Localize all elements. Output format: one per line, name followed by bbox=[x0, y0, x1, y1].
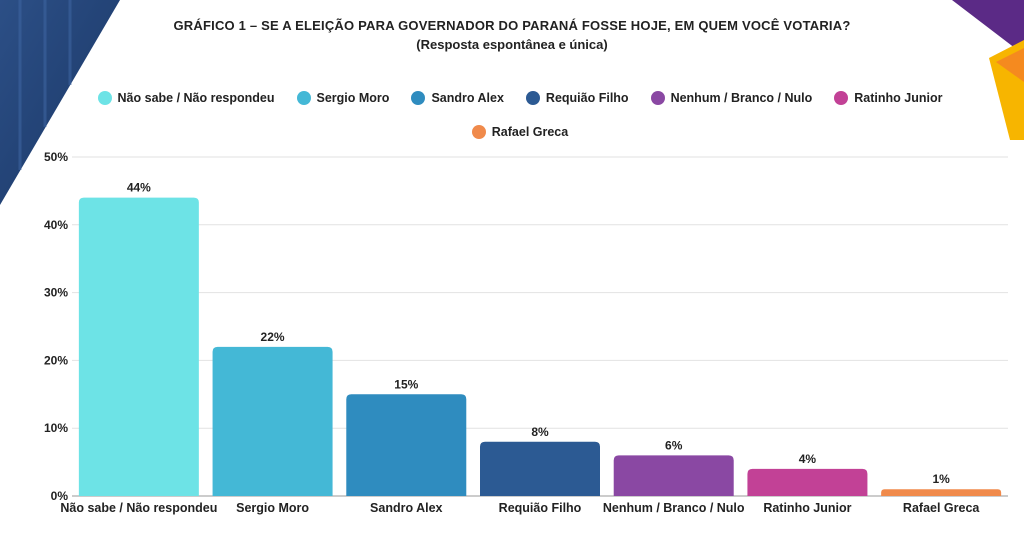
bar bbox=[78, 197, 199, 496]
legend-label: Nenhum / Branco / Nulo bbox=[670, 91, 813, 105]
y-tick-label: 30% bbox=[44, 286, 68, 300]
legend-swatch bbox=[296, 91, 311, 105]
legend-item[interactable]: Sandro Alex bbox=[411, 88, 504, 108]
bar-value-label: 6% bbox=[665, 438, 683, 452]
legend-item[interactable]: Sergio Moro bbox=[296, 88, 390, 108]
legend-label: Sandro Alex bbox=[431, 91, 504, 105]
legend-item[interactable]: Não sabe / Não respondeu bbox=[97, 88, 275, 108]
chart-legend: Não sabe / Não respondeu Sergio Moro Sandr… bbox=[60, 88, 980, 142]
bar-value-label: 8% bbox=[531, 425, 549, 439]
legend-item[interactable]: Ratinho Junior bbox=[834, 88, 942, 108]
x-category-label: Nenhum / Branco / Nulo bbox=[603, 501, 745, 515]
bar-value-label: 1% bbox=[932, 472, 950, 486]
legend-swatch bbox=[97, 91, 112, 105]
y-tick-label: 10% bbox=[44, 421, 68, 435]
bar bbox=[747, 468, 868, 496]
y-tick-label: 0% bbox=[51, 489, 69, 503]
bar-value-label: 44% bbox=[127, 181, 151, 195]
legend-label: Requião Filho bbox=[545, 91, 629, 105]
legend-item[interactable]: Requião Filho bbox=[525, 88, 629, 108]
x-category-label: Sergio Moro bbox=[236, 501, 309, 515]
x-category-label: Não sabe / Não respondeu bbox=[60, 501, 217, 515]
bar-value-label: 15% bbox=[394, 377, 418, 391]
bar-value-label: 4% bbox=[799, 452, 817, 466]
x-category-label: Ratinho Junior bbox=[763, 501, 851, 515]
x-category-label: Sandro Alex bbox=[370, 501, 443, 515]
bar bbox=[480, 441, 600, 496]
bar bbox=[212, 346, 333, 496]
y-tick-label: 40% bbox=[44, 218, 68, 232]
bar bbox=[881, 489, 1002, 496]
legend-swatch bbox=[411, 91, 426, 105]
chart-subtitle: (Resposta espontânea e única) bbox=[416, 37, 608, 52]
bar bbox=[346, 394, 467, 496]
y-tick-label: 20% bbox=[44, 353, 68, 367]
bar bbox=[613, 455, 734, 496]
legend-label: Rafael Greca bbox=[491, 125, 569, 139]
legend-swatch bbox=[650, 91, 665, 105]
bar-value-label: 22% bbox=[261, 330, 285, 344]
legend-swatch bbox=[525, 91, 540, 105]
y-tick-label: 50% bbox=[44, 150, 68, 164]
legend-item[interactable]: Nenhum / Branco / Nulo bbox=[650, 88, 813, 108]
legend-label: Não sabe / Não respondeu bbox=[117, 91, 275, 105]
x-category-label: Rafael Greca bbox=[903, 501, 980, 515]
legend-swatch bbox=[471, 125, 486, 139]
chart-title: GRÁFICO 1 – SE A ELEIÇÃO PARA GOVERNADOR… bbox=[173, 18, 851, 33]
legend-item[interactable]: Rafael Greca bbox=[471, 122, 569, 142]
x-category-label: Requião Filho bbox=[499, 501, 582, 515]
legend-label: Sergio Moro bbox=[316, 91, 390, 105]
legend-label: Ratinho Junior bbox=[854, 91, 943, 105]
legend-swatch bbox=[834, 91, 849, 105]
